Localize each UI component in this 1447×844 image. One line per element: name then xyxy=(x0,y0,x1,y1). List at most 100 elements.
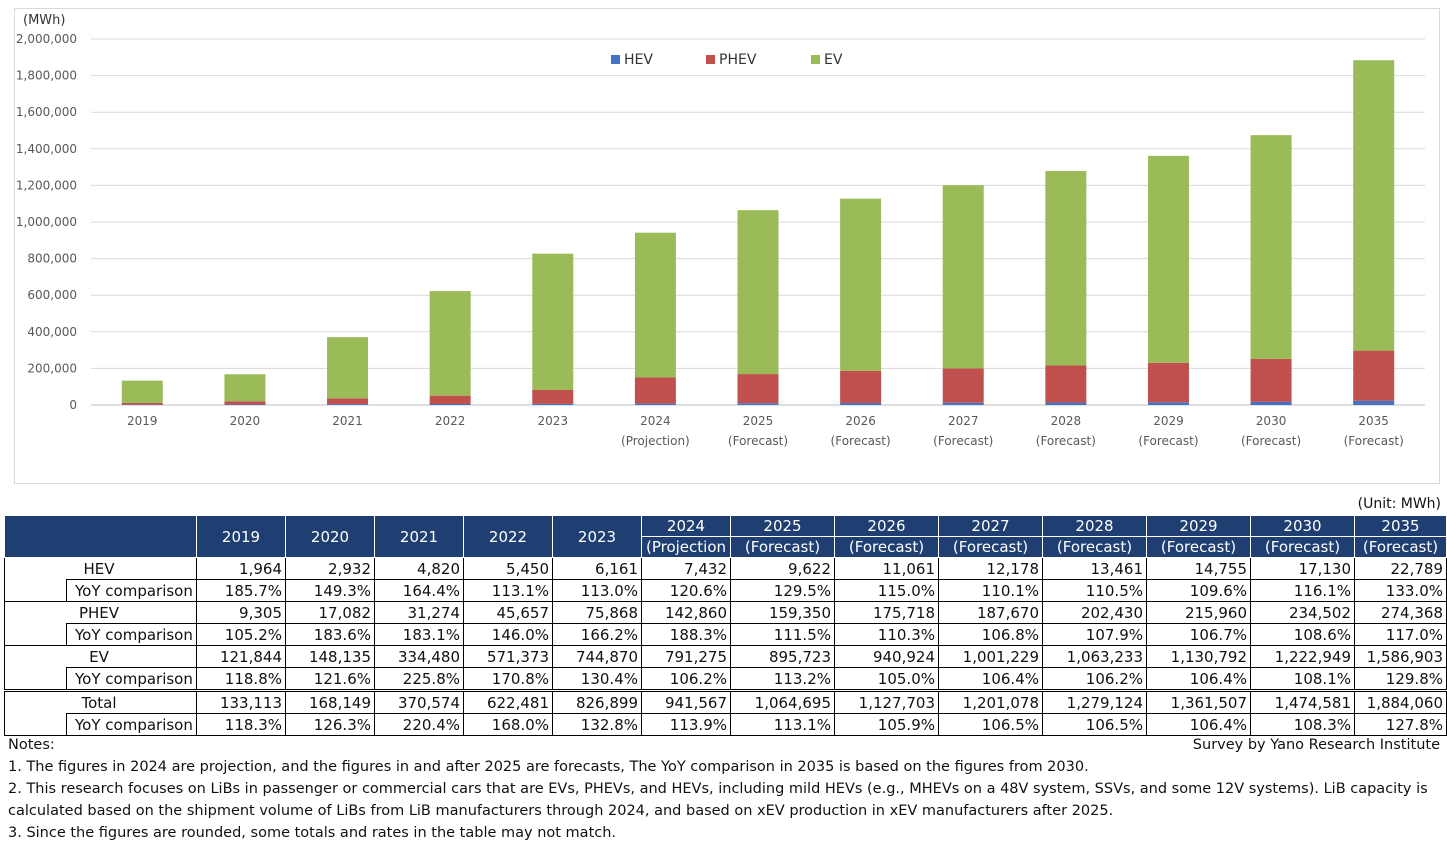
legend-swatch-phev xyxy=(706,55,715,64)
value-cell: 1,064,695 xyxy=(731,691,835,714)
bar-phev-2021 xyxy=(327,398,368,404)
x-tick-sublabel: (Forecast) xyxy=(933,434,993,448)
yoy-cell: 183.1% xyxy=(375,624,464,646)
bar-ev-2029 xyxy=(1148,156,1189,363)
row-label-ev: EV xyxy=(5,646,197,668)
col-header-year: 2020 xyxy=(286,516,375,558)
col-header-sub: (Forecast) xyxy=(1147,537,1251,558)
y-tick-label: 1,600,000 xyxy=(16,105,77,119)
yoy-cell: 110.1% xyxy=(939,580,1043,602)
value-cell: 9,622 xyxy=(731,558,835,580)
col-header-year: 2035 xyxy=(1355,516,1447,537)
x-tick-label: 2019 xyxy=(127,414,158,428)
bar-hev-2027 xyxy=(943,403,984,405)
y-tick-label: 1,200,000 xyxy=(16,178,77,192)
y-tick-label: 600,000 xyxy=(27,288,77,302)
value-cell: 1,279,124 xyxy=(1043,691,1147,714)
source-credit: Survey by Yano Research Institute xyxy=(1193,734,1440,756)
yoy-cell: 106.5% xyxy=(939,714,1043,736)
bar-ev-2023 xyxy=(532,254,573,390)
legend-label-hev: HEV xyxy=(624,52,653,68)
col-header-year: 2021 xyxy=(375,516,464,558)
value-cell: 175,718 xyxy=(835,602,939,624)
yoy-cell: 120.6% xyxy=(642,580,731,602)
col-header-year: 2023 xyxy=(553,516,642,558)
value-cell: 571,373 xyxy=(464,646,553,668)
col-header-year: 2019 xyxy=(197,516,286,558)
yoy-cell: 185.7% xyxy=(197,580,286,602)
x-tick-label: 2022 xyxy=(435,414,466,428)
value-cell: 6,161 xyxy=(553,558,642,580)
value-cell: 1,127,703 xyxy=(835,691,939,714)
yoy-cell: 108.1% xyxy=(1251,668,1355,691)
bar-hev-2025 xyxy=(738,403,779,405)
bar-phev-2030 xyxy=(1251,359,1292,402)
legend-label-phev: PHEV xyxy=(719,52,757,68)
col-header-year: 2024 xyxy=(642,516,731,537)
legend-swatch-hev xyxy=(611,55,620,64)
yoy-cell: 106.2% xyxy=(1043,668,1147,691)
bar-hev-2035 xyxy=(1353,401,1394,405)
row-label-yoy: YoY comparison xyxy=(67,668,197,691)
yoy-cell: 164.4% xyxy=(375,580,464,602)
value-cell: 148,135 xyxy=(286,646,375,668)
bar-ev-2024 xyxy=(635,233,676,378)
bar-phev-2029 xyxy=(1148,363,1189,403)
value-cell: 75,868 xyxy=(553,602,642,624)
yoy-cell: 118.3% xyxy=(197,714,286,736)
yoy-cell: 220.4% xyxy=(375,714,464,736)
bar-phev-2025 xyxy=(738,374,779,403)
value-cell: 7,432 xyxy=(642,558,731,580)
yoy-cell: 149.3% xyxy=(286,580,375,602)
value-cell: 5,450 xyxy=(464,558,553,580)
value-cell: 1,063,233 xyxy=(1043,646,1147,668)
x-tick-label: 2026 xyxy=(845,414,876,428)
x-tick-label: 2028 xyxy=(1051,414,1082,428)
value-cell: 14,755 xyxy=(1147,558,1251,580)
value-cell: 45,657 xyxy=(464,602,553,624)
value-cell: 1,222,949 xyxy=(1251,646,1355,668)
bar-hev-2021 xyxy=(327,404,368,405)
bar-ev-2020 xyxy=(224,374,265,401)
y-tick-label: 1,000,000 xyxy=(16,215,77,229)
col-header-year: 2029 xyxy=(1147,516,1251,537)
bar-ev-2028 xyxy=(1045,171,1086,366)
value-cell: 168,149 xyxy=(286,691,375,714)
notes-heading: Notes: xyxy=(8,734,55,756)
col-header-year: 2028 xyxy=(1043,516,1147,537)
bar-ev-2021 xyxy=(327,337,368,398)
x-tick-label: 2021 xyxy=(332,414,363,428)
y-tick-label: 800,000 xyxy=(27,252,77,266)
yoy-cell: 110.3% xyxy=(835,624,939,646)
value-cell: 1,001,229 xyxy=(939,646,1043,668)
x-tick-sublabel: (Forecast) xyxy=(1344,434,1404,448)
legend-label-ev: EV xyxy=(824,52,843,68)
x-tick-sublabel: (Forecast) xyxy=(728,434,788,448)
yoy-cell: 118.8% xyxy=(197,668,286,691)
value-cell: 826,899 xyxy=(553,691,642,714)
row-indent xyxy=(5,714,67,736)
yoy-cell: 105.0% xyxy=(835,668,939,691)
yoy-cell: 111.5% xyxy=(731,624,835,646)
row-label-yoy: YoY comparison xyxy=(67,624,197,646)
bar-phev-2023 xyxy=(532,390,573,404)
value-cell: 1,474,581 xyxy=(1251,691,1355,714)
value-cell: 1,130,792 xyxy=(1147,646,1251,668)
notes: Notes: Survey by Yano Research Institute… xyxy=(8,734,1440,844)
yoy-cell: 105.9% xyxy=(835,714,939,736)
yoy-cell: 117.0% xyxy=(1355,624,1447,646)
yoy-cell: 127.8% xyxy=(1355,714,1447,736)
row-label-yoy: YoY comparison xyxy=(67,714,197,736)
yoy-cell: 108.6% xyxy=(1251,624,1355,646)
value-cell: 941,567 xyxy=(642,691,731,714)
x-tick-label: 2020 xyxy=(230,414,261,428)
y-axis-ticks: 0200,000400,000600,000800,0001,000,0001,… xyxy=(16,32,77,412)
bar-phev-2026 xyxy=(840,371,881,403)
row-label-yoy: YoY comparison xyxy=(67,580,197,602)
yoy-cell: 168.0% xyxy=(464,714,553,736)
col-header-sub: (Forecast) xyxy=(1043,537,1147,558)
value-cell: 4,820 xyxy=(375,558,464,580)
value-cell: 1,201,078 xyxy=(939,691,1043,714)
table-corner xyxy=(5,516,197,558)
value-cell: 187,670 xyxy=(939,602,1043,624)
